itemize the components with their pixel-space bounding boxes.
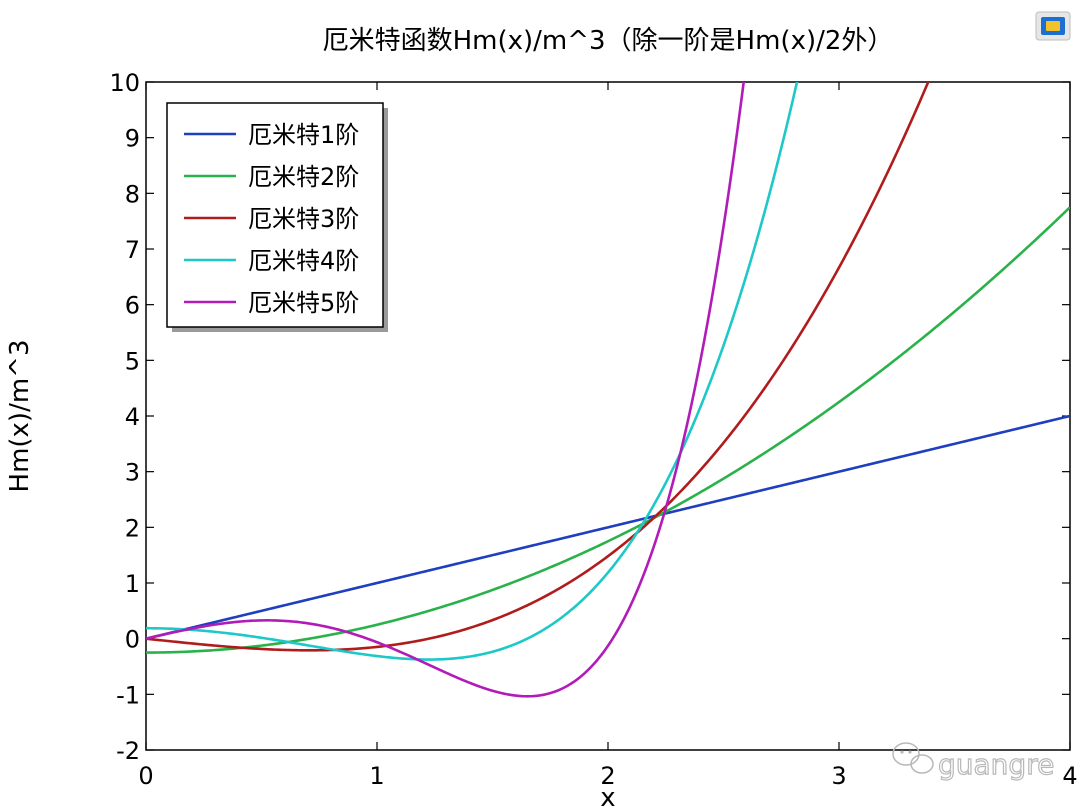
y-tick-label: 3: [125, 459, 140, 487]
legend-label: 厄米特1阶: [248, 121, 359, 149]
series-line-1: [146, 414, 1070, 640]
x-axis-label: x: [600, 783, 615, 810]
y-tick-label: 6: [125, 292, 140, 320]
series-line-5: [146, 82, 746, 698]
x-tick-label: 4: [1062, 762, 1077, 790]
legend-label: 厄米特2阶: [248, 163, 359, 191]
legend-box: [166, 102, 384, 328]
legend-label: 厄米特5阶: [248, 289, 359, 317]
series-line-2: [146, 206, 1070, 654]
y-axis-label: Hm(x)/m^3: [5, 340, 35, 493]
watermark-text: guangre: [938, 748, 1054, 781]
chart-title: 厄米特函数Hm(x)/m^3（除一阶是Hm(x)/2外）: [323, 26, 894, 56]
y-tick-label: -2: [116, 737, 140, 765]
y-tick-label: 2: [125, 514, 140, 542]
y-tick-label: 5: [125, 347, 140, 375]
x-axis: 0 1 2 3 4: [138, 82, 1078, 790]
y-tick-label: -1: [116, 681, 140, 709]
y-tick-label: 1: [125, 570, 140, 598]
y-axis: -2 -1 0 1 2 3 4 5 6 7 8 9 10: [109, 69, 1070, 765]
y-tick-label: 9: [125, 125, 140, 153]
legend-label: 厄米特3阶: [248, 205, 359, 233]
legend-label: 厄米特4阶: [248, 247, 359, 275]
watermark: guangre: [892, 742, 1055, 782]
app-logo-icon: [1035, 11, 1071, 41]
y-tick-label: 0: [125, 626, 140, 654]
y-tick-label: 4: [125, 403, 140, 431]
x-tick-label: 0: [138, 762, 153, 790]
y-tick-label: 10: [109, 69, 140, 97]
y-tick-label: 7: [125, 236, 140, 264]
y-tick-label: 8: [125, 180, 140, 208]
series-layer: [146, 82, 1070, 698]
series-line-3: [146, 82, 930, 652]
series-line-4: [146, 82, 799, 661]
x-tick-label: 1: [369, 762, 384, 790]
x-tick-label: 2: [600, 762, 615, 790]
wechat-icon: [892, 742, 934, 774]
x-tick-label: 3: [831, 762, 846, 790]
